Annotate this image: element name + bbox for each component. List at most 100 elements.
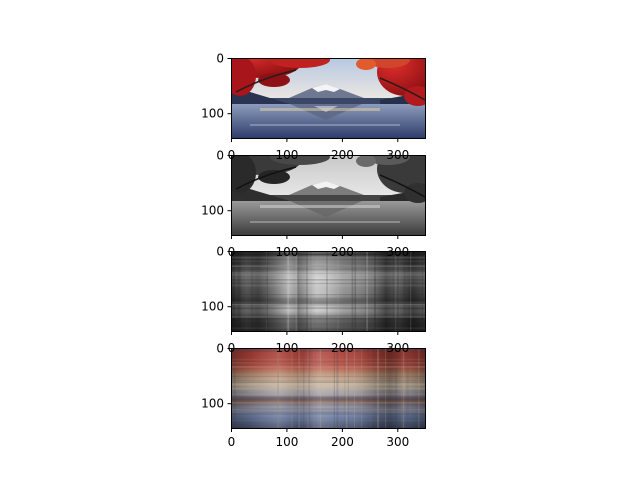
panel-1-ytick-label: 100 (201, 107, 224, 121)
streak-mark (231, 274, 425, 276)
streak-mark (297, 348, 299, 428)
panel-3-ytick-label: 0 (216, 245, 224, 259)
streak-mark (231, 362, 425, 364)
streak-mark (308, 348, 311, 428)
panel-4-xtick-label: 0 (228, 435, 236, 449)
streak-mark (231, 420, 425, 422)
streak-mark (410, 251, 412, 331)
panel-1-frame (231, 58, 426, 139)
streak-mark (231, 297, 425, 300)
streak-mark (231, 272, 425, 274)
streak-mark (365, 251, 367, 331)
streak-mark (231, 269, 425, 271)
streak-mark (231, 301, 425, 304)
streak-mark (417, 348, 420, 428)
streak-mark (231, 411, 425, 414)
streak-mark (231, 366, 425, 368)
panel-2-frame (231, 155, 426, 236)
streak-mark (231, 253, 425, 255)
panel-4-color-lowrank: 0 100 0 100 200 300 (201, 342, 426, 449)
streak-mark (297, 251, 300, 331)
streak-mark (307, 348, 310, 428)
panel-1-xtick-label: 200 (331, 148, 354, 162)
streak-mark (277, 348, 279, 428)
streak-mark (231, 413, 425, 415)
streak-mark (231, 383, 425, 386)
panel-4-frame (231, 348, 426, 429)
panel-2-image (231, 155, 425, 235)
streak-mark (231, 373, 425, 376)
streak-mark (231, 307, 425, 309)
streak-mark (347, 348, 349, 428)
streak-mark (231, 265, 425, 267)
streak-mark (231, 399, 425, 401)
streak-mark (231, 350, 425, 352)
streak-mark (344, 348, 346, 428)
streak-mark (407, 348, 409, 428)
panel-4-x-ticks (231, 428, 399, 432)
streak-mark (313, 348, 315, 428)
streak-mark (337, 251, 339, 331)
panel-2-xtick-label: 0 (228, 245, 236, 259)
streak-mark (231, 283, 425, 285)
panel-2-xtick-label: 200 (331, 245, 354, 259)
streak-mark (403, 251, 406, 331)
streak-mark (231, 411, 425, 413)
panel-3-xtick-labels: 0 100 200 300 (228, 341, 410, 355)
streak-mark (377, 348, 380, 428)
streak-mark (298, 348, 300, 428)
streak-mark (320, 348, 322, 428)
streak-mark (231, 412, 425, 414)
streak-mark (384, 251, 386, 331)
streak-mark (352, 251, 354, 331)
streak-mark (231, 393, 425, 396)
panel-1-x-ticks (231, 138, 399, 142)
streak-mark (231, 323, 425, 325)
streak-mark (345, 348, 348, 428)
streak-mark (231, 282, 425, 284)
streak-mark (231, 315, 425, 318)
streak-mark (395, 348, 398, 428)
panel-1-image (231, 58, 425, 138)
streak-mark (231, 253, 425, 256)
streak-mark (231, 358, 425, 361)
streak-mark (333, 348, 335, 428)
panel-3-xtick-label: 0 (228, 341, 236, 355)
streak-mark (231, 381, 425, 383)
streak-mark (336, 348, 339, 428)
streak-mark (286, 251, 289, 331)
streak-mark (231, 319, 425, 320)
streak-mark (231, 387, 425, 390)
streak-mark (231, 376, 425, 377)
streak-mark (377, 348, 379, 428)
streak-mark (237, 251, 239, 331)
streak-mark (231, 361, 425, 364)
streak-mark (370, 348, 372, 428)
streak-mark (354, 251, 357, 331)
streak-mark (231, 303, 425, 306)
streak-mark (231, 294, 425, 296)
streak-mark (295, 251, 298, 331)
streak-mark (231, 327, 425, 330)
streak-mark (374, 251, 376, 331)
streak-mark (354, 348, 355, 428)
streak-mark (233, 251, 235, 331)
streak-mark (231, 408, 425, 411)
panel-3-x-ticks (231, 331, 399, 335)
streak-mark (231, 400, 425, 402)
streak-mark (231, 381, 425, 383)
streak-mark (231, 402, 425, 404)
streak-mark (233, 348, 236, 428)
streak-mark (231, 272, 425, 275)
streak-mark (231, 396, 425, 398)
streak-mark (308, 251, 310, 331)
panel-4-xtick-label: 200 (331, 435, 354, 449)
panel-4-ytick-label: 0 (216, 342, 224, 356)
streak-mark (422, 251, 424, 331)
streak-mark (366, 251, 368, 331)
panel-4-ytick-label: 100 (201, 397, 224, 411)
streak-mark (231, 260, 425, 263)
panel-2-ytick-label: 0 (216, 149, 224, 163)
panel-1-y-ticks: 0 100 (201, 52, 231, 121)
